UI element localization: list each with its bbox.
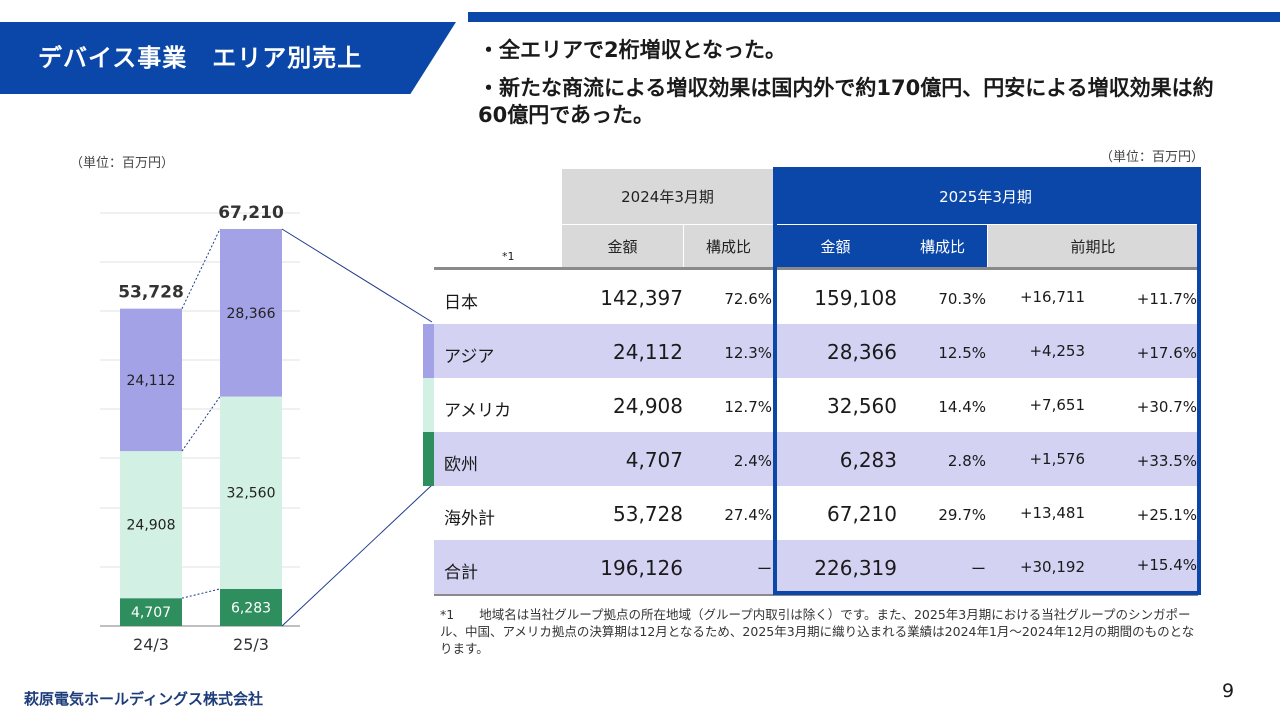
cell-amount-2024: 24,908 [613,394,683,418]
header-fy2025: 2025年3月期 [773,169,1198,224]
europe-color-marker [423,432,434,486]
bar-segment-asia [120,308,182,452]
cell-amount-2025: 159,108 [814,286,897,310]
subheader-amount-2024: 金額 [562,225,683,267]
bullet-2: ・新たな商流による増収効果は国内外で約170億円、円安による増収効果は約 [478,76,1214,100]
cell-ratio-2024: 2.4% [733,452,772,470]
company-logo: 萩原電気ホールディングス株式会社 [24,690,263,708]
cell-ratio-2025: 14.4% [938,398,986,416]
cell-ratio-2025: 12.5% [938,344,986,362]
cell-ratio-2025: 2.8% [947,452,986,470]
connector-line [181,588,221,599]
bullet-1: ・全エリアで2桁増収となった。 [478,38,786,62]
cell-ratio-2024: 27.4% [724,506,772,524]
cell-yoy-pct: +15.4% [1136,556,1197,574]
row-bg-europe [434,432,1198,486]
expand-line-top [281,228,433,323]
cell-yoy-pct: +11.7% [1136,290,1197,308]
bar-total-label: 67,210 [218,203,284,223]
bar-segment-europe [220,588,282,626]
cell-amount-2024: 142,397 [600,286,683,310]
cell-ratio-2025: 29.7% [938,506,986,524]
x-tick-label: 24/3 [133,635,169,654]
note-marker: *1 [502,250,515,263]
bar-segment-america [120,451,182,599]
bar-value-label: 4,707 [131,605,171,621]
cell-ratio-2025: ー [970,560,986,578]
cell-amount-2025: 226,319 [814,556,897,580]
page-number: 9 [1222,680,1235,702]
bar-segment-asia [220,229,282,397]
row-name: アジア [444,347,495,367]
cell-amount-2024: 53,728 [613,502,683,526]
row-name: アメリカ [444,401,512,421]
bar-value-label: 32,560 [227,486,276,502]
cell-yoy-diff: +4,253 [1029,342,1085,360]
footnote: *1 地域名は当社グループ拠点の所在地域（グループ内取引は除く）です。また、20… [440,607,1195,656]
row-bg-america [434,378,1198,432]
row-bg-overseas [434,486,1198,540]
x-tick-label: 25/3 [233,635,269,654]
header-fy2024: 2024年3月期 [562,169,773,224]
table-unit-label: （単位：百万円） [1100,150,1205,165]
row-name: 欧州 [444,455,478,475]
cell-ratio-2024: ー [756,560,772,578]
bar-value-label: 24,112 [127,373,176,389]
row-bg-asia [434,324,1198,378]
bar-segment-america [220,396,282,589]
connector-line [181,396,221,452]
cell-amount-2024: 24,112 [613,340,683,364]
cell-yoy-diff: +1,576 [1029,450,1085,468]
cell-yoy-diff: +16,711 [1019,288,1085,306]
america-color-marker [423,378,434,432]
cell-amount-2025: 32,560 [827,394,897,418]
chart-unit-label: （単位：百万円） [70,156,175,171]
connector-line [181,228,221,309]
bar-total-label: 53,728 [118,283,184,303]
subheader-amount-2025: 金額 [773,225,898,267]
table-top-rule [434,267,1198,270]
cell-amount-2024: 4,707 [625,448,683,472]
bullet-2-continued: 60億円であった。 [478,103,655,127]
cell-ratio-2024: 72.6% [724,290,772,308]
row-bg-japan [434,270,1198,324]
stacked-bar-chart: 4,707 24,908 24,112 53,728 24/3 6,283 32,560 28… [100,203,433,654]
cell-yoy-pct: +25.1% [1136,506,1197,524]
cell-amount-2025: 28,366 [827,340,897,364]
subheader-ratio-2024: 構成比 [684,225,773,267]
cell-yoy-diff: +30,192 [1019,558,1085,576]
row-name: 合計 [444,563,478,583]
cell-yoy-pct: +17.6% [1136,344,1197,362]
bar-value-label: 24,908 [127,518,176,534]
cell-ratio-2024: 12.7% [724,398,772,416]
subheader-ratio-2025: 構成比 [898,225,987,267]
cell-amount-2025: 67,210 [827,502,897,526]
table-bottom-rule [434,594,1198,596]
row-name: 海外計 [444,509,495,529]
title-band [0,22,456,94]
bar-segment-europe [120,598,182,626]
cell-yoy-pct: +30.7% [1136,398,1197,416]
cell-ratio-2025: 70.3% [938,290,986,308]
subheader-yoy: 前期比 [988,225,1198,267]
bar-value-label: 28,366 [227,306,276,322]
row-bg-total [434,540,1198,594]
cell-ratio-2024: 12.3% [724,344,772,362]
asia-color-marker [423,324,434,378]
slide-title: デバイス事業 エリア別売上 [38,44,363,72]
expand-line-bottom [281,484,433,627]
bar-value-label: 6,283 [231,600,271,616]
cell-yoy-diff: +7,651 [1029,396,1085,414]
cell-yoy-pct: +33.5% [1136,452,1197,470]
cell-yoy-diff: +13,481 [1019,504,1085,522]
row-name: 日本 [444,293,478,313]
cell-amount-2025: 6,283 [839,448,897,472]
cell-amount-2024: 196,126 [600,556,683,580]
top-accent-bar [468,12,1280,22]
